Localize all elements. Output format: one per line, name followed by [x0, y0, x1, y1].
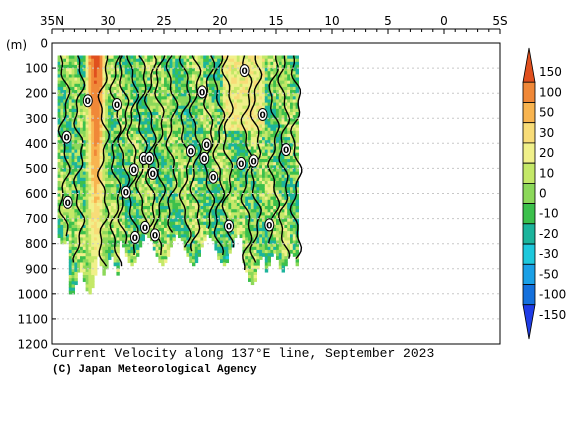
- contour-label: 0: [257, 108, 268, 121]
- x-tick-label: 0: [440, 14, 448, 28]
- colorbar-swatch: [522, 81, 536, 103]
- x-tick-label: 25: [156, 14, 171, 28]
- chart-title: Current Velocity along 137°E line, Septe…: [52, 346, 435, 361]
- colorbar-label: -50: [539, 267, 559, 281]
- colorbar-label: 50: [539, 106, 554, 120]
- depth-axis-unit: (m): [6, 38, 27, 52]
- contour-label: 0: [62, 195, 73, 209]
- contour-label: 0: [201, 138, 212, 152]
- contour-label: 0: [236, 156, 247, 170]
- x-tick-label: 5: [384, 14, 392, 28]
- colorbar-swatch: [522, 142, 536, 164]
- contour-label: 0: [129, 230, 140, 244]
- latitude-axis: 35N 30 25 20 15 10 5 0 5S: [40, 14, 508, 34]
- y-tick-label: 800: [25, 237, 48, 251]
- y-tick-label: 700: [25, 212, 48, 226]
- contour-label: 0: [112, 98, 122, 111]
- x-tick-label: 30: [100, 14, 115, 28]
- colorbar-label: 100: [539, 85, 562, 99]
- y-tick-label: 400: [25, 137, 48, 151]
- colorbar-label: -150: [539, 308, 566, 322]
- contour-label: 0: [140, 220, 150, 234]
- y-tick-label: 200: [25, 87, 48, 101]
- colorbar-label: 20: [539, 146, 554, 160]
- colorbar-label: 0: [539, 187, 547, 201]
- colorbar-swatch: [522, 284, 536, 306]
- colorbar-swatch: [522, 223, 536, 245]
- y-tick-label: 300: [25, 112, 48, 126]
- colorbar-swatch: [522, 182, 536, 204]
- zero-contour-lines: [57, 55, 303, 271]
- colorbar-swatch: [522, 263, 536, 285]
- colorbar-label: 10: [539, 166, 554, 180]
- colorbar-swatch: [522, 304, 536, 340]
- contour-label: 0: [197, 85, 208, 99]
- y-tick-label: 500: [25, 162, 48, 176]
- y-tick-label: 1100: [17, 312, 48, 326]
- contour-label: 0: [144, 151, 155, 165]
- colorbar-label: -30: [539, 247, 559, 261]
- colorbar-swatch: [522, 162, 536, 184]
- contour-label: 0: [264, 218, 275, 232]
- y-tick-label: 100: [25, 62, 48, 76]
- contour-label: 0: [61, 130, 72, 144]
- y-tick-label: 900: [25, 262, 48, 276]
- x-tick-label: 5S: [492, 14, 507, 28]
- contour-label: 0: [147, 166, 158, 180]
- colorbar-swatch: [522, 102, 536, 124]
- contour-label: 0: [239, 64, 250, 78]
- contour-label: 0: [224, 219, 234, 233]
- x-tick-label: 35N: [40, 14, 64, 28]
- y-tick-label: 600: [25, 187, 48, 201]
- y-tick-label: 1000: [17, 287, 48, 301]
- y-tick-label: 0: [40, 37, 48, 51]
- contour-label: 0: [128, 163, 139, 177]
- colorbar-label: -10: [539, 207, 559, 221]
- x-tick-label: 15: [268, 14, 283, 28]
- x-tick-label: 10: [324, 14, 339, 28]
- chart-credit: (C) Japan Meteorological Agency: [52, 364, 257, 376]
- contour-label: 0: [185, 144, 196, 158]
- colorbar-label: -100: [539, 288, 566, 302]
- colorbar-swatch: [522, 47, 536, 83]
- velocity-field: [57, 55, 299, 295]
- contour-label: 0: [82, 94, 93, 108]
- contour-label: 0: [248, 154, 259, 168]
- contour-label: 0: [199, 151, 210, 165]
- colorbar-swatch: [522, 122, 536, 144]
- colorbar-label: -20: [539, 227, 559, 241]
- colorbar-swatch: [522, 203, 536, 225]
- depth-axis: 0 100 200 300 400 500 600 700 800 900 1000 1100 1200: [17, 37, 56, 352]
- colorbar-label: 150: [539, 65, 562, 79]
- y-tick-label: 1200: [17, 338, 48, 352]
- colorbar-swatch: [522, 243, 536, 265]
- colorbar-label: 30: [539, 126, 554, 140]
- x-tick-label: 20: [212, 14, 227, 28]
- contour-label: 0: [120, 185, 131, 199]
- contour-label: 0: [281, 143, 292, 157]
- contour-label: 0: [150, 228, 160, 242]
- contour-label: 0: [208, 170, 219, 184]
